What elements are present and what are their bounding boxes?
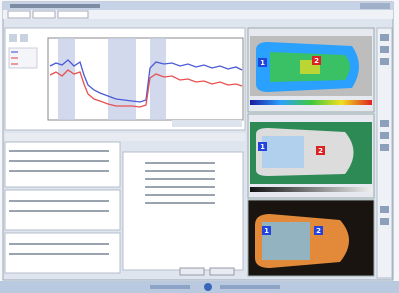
color-scale bbox=[250, 100, 372, 105]
playback-control[interactable] bbox=[150, 285, 190, 289]
title-text bbox=[10, 4, 100, 8]
marker-label: 1 bbox=[260, 143, 265, 151]
marker-label: 2 bbox=[318, 147, 323, 155]
result-table bbox=[5, 142, 120, 187]
app-window: 1 2 1 2 1 2 bbox=[0, 0, 399, 293]
info-bar bbox=[5, 133, 245, 141]
marker-label: 2 bbox=[314, 57, 319, 65]
gray-scale bbox=[250, 187, 372, 192]
time-band bbox=[58, 38, 75, 120]
side-toolbar bbox=[377, 28, 392, 278]
taskbar bbox=[0, 281, 399, 293]
button[interactable] bbox=[210, 268, 234, 275]
button[interactable] bbox=[180, 268, 204, 275]
tool-button[interactable] bbox=[20, 34, 28, 42]
tool-button[interactable] bbox=[9, 34, 17, 42]
marker-label: 2 bbox=[316, 227, 321, 235]
marker-label: 1 bbox=[260, 59, 265, 67]
tab[interactable] bbox=[58, 11, 88, 18]
timeline[interactable] bbox=[220, 285, 280, 289]
graph-toolbar[interactable] bbox=[172, 120, 242, 127]
statistics-table bbox=[123, 152, 243, 270]
plot-area bbox=[48, 38, 243, 120]
tab[interactable] bbox=[33, 11, 55, 18]
time-band bbox=[108, 38, 136, 120]
window-controls[interactable] bbox=[360, 3, 390, 9]
time-band bbox=[150, 38, 166, 120]
play-button[interactable] bbox=[204, 283, 212, 291]
tab[interactable] bbox=[8, 11, 30, 18]
thermal-zone bbox=[262, 136, 304, 168]
marker-label: 1 bbox=[264, 227, 269, 235]
